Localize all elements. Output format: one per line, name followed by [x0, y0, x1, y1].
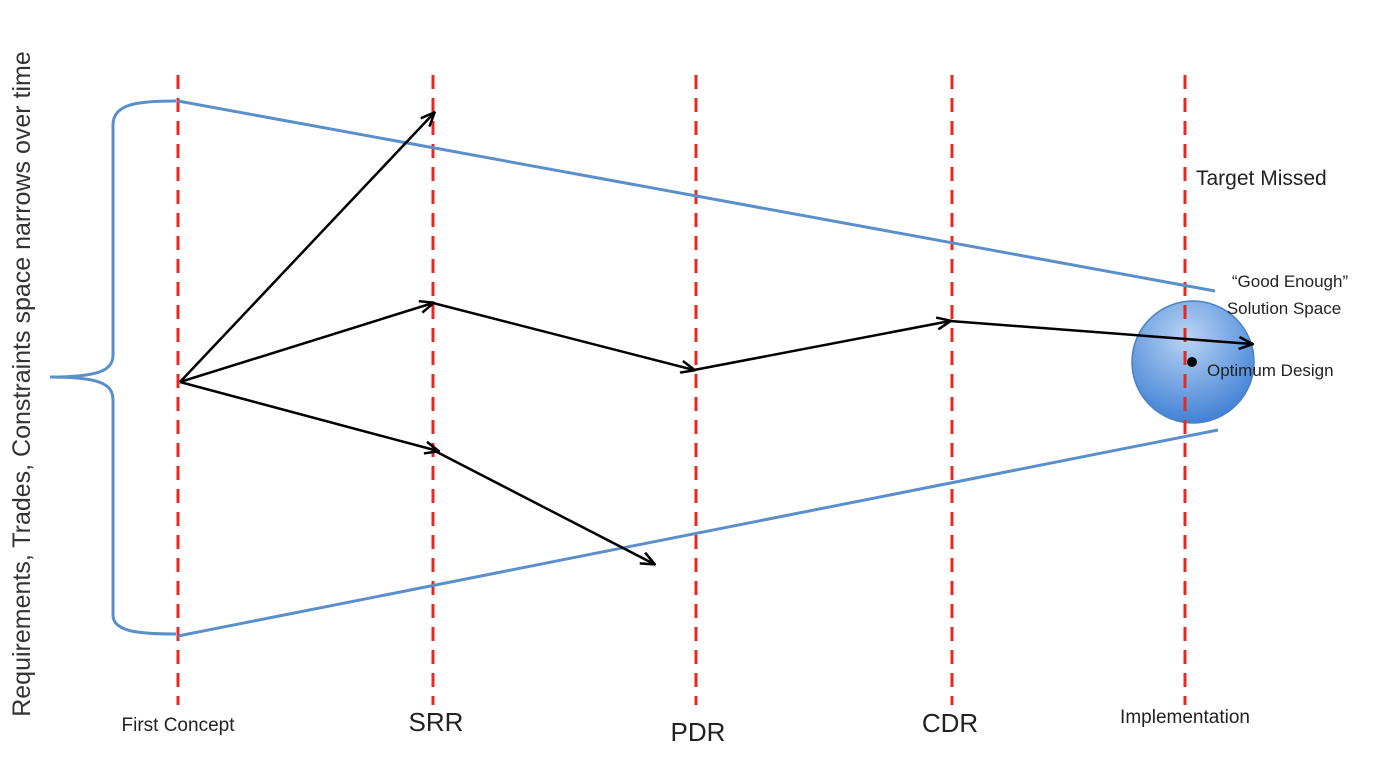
milestone-label-srr: SRR [409, 707, 464, 737]
path-arrow-up [179, 113, 434, 383]
path-arrow-mid-cdr [693, 321, 950, 372]
milestone-label-pdr: PDR [671, 717, 726, 747]
path-arrow-mid-pdr [432, 301, 694, 370]
upper-boundary-line [177, 99, 1216, 293]
path-arrow-low-miss [432, 448, 654, 564]
optimum-design-dot [1187, 357, 1197, 367]
path-arrow-low-srr [179, 380, 438, 451]
milestone-label-cdr: CDR [922, 708, 978, 738]
lower-boundary-line [177, 428, 1219, 638]
y-axis-label: Requirements, Trades, Constraints space … [8, 51, 36, 717]
target-missed-label: Target Missed [1196, 167, 1327, 190]
milestone-label-implementation: Implementation [1120, 707, 1250, 728]
left-brace [49, 99, 177, 636]
milestone-label-first-concept: First Concept [122, 715, 236, 736]
path-arrow-mid-srr [179, 303, 433, 384]
good-enough-label-line2: Solution Space [1227, 299, 1341, 318]
path-arrow-mid-impl [949, 319, 1252, 344]
optimum-design-label: Optimum Design [1207, 361, 1334, 380]
good-enough-label-line1: “Good Enough” [1232, 272, 1349, 291]
